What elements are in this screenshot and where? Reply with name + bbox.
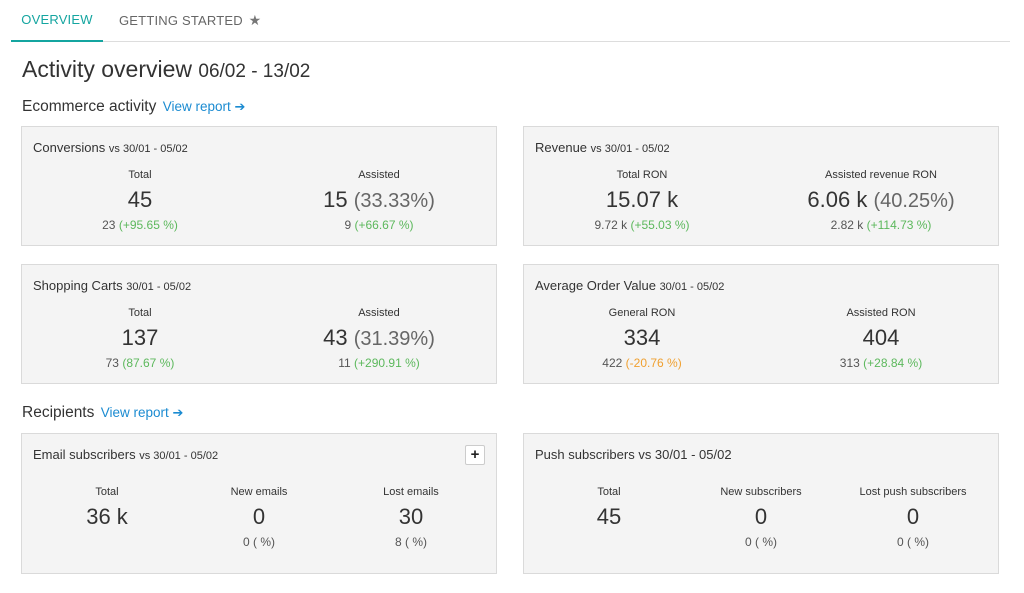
metric-label: New subscribers bbox=[720, 486, 802, 498]
tab-bar: OVERVIEW GETTING STARTED ★ bbox=[11, 0, 1010, 42]
metric-label: General RON bbox=[608, 307, 676, 319]
metric-change: (87.67 %) bbox=[122, 356, 175, 370]
conversions-card: Conversions vs 30/01 - 05/02 Total 45 23… bbox=[21, 126, 497, 246]
metric-label: Total bbox=[597, 486, 621, 498]
push-total-metric: Total 45 bbox=[549, 486, 669, 530]
metric-previous: 23 (+95.65 %) bbox=[102, 218, 178, 232]
metric-value: 0 bbox=[754, 504, 768, 529]
metric-value: 6.06 k (40.25%) bbox=[807, 187, 955, 212]
metric-label: Lost push subscribers bbox=[859, 486, 967, 498]
metric-value: 334 bbox=[623, 325, 661, 350]
email-new-metric: New emails 0 0 ( %) bbox=[199, 486, 319, 549]
metric-label: Total bbox=[128, 307, 152, 319]
recipients-title-text: Recipients bbox=[22, 404, 95, 421]
metric-value: 36 k bbox=[86, 504, 128, 529]
recipients-section-title: Recipients View report ➔ bbox=[22, 404, 183, 422]
metric-previous: 73 (87.67 %) bbox=[105, 356, 175, 370]
conversions-assisted-metric: Assisted 15 (33.33%) 9 (+66.67 %) bbox=[279, 169, 479, 232]
metric-label: New emails bbox=[230, 486, 288, 498]
metric-value: 45 bbox=[127, 187, 153, 212]
tab-overview[interactable]: OVERVIEW bbox=[11, 0, 103, 42]
metric-previous: 9.72 k (+55.03 %) bbox=[594, 218, 690, 232]
carts-total-metric: Total 137 73 (87.67 %) bbox=[40, 307, 240, 370]
metric-change: (+95.65 %) bbox=[118, 218, 178, 232]
revenue-assisted-metric: Assisted revenue RON 6.06 k (40.25%) 2.8… bbox=[781, 169, 981, 232]
metric-value: 43 (31.39%) bbox=[323, 325, 435, 350]
tab-getting-started[interactable]: GETTING STARTED ★ bbox=[119, 0, 261, 42]
average-order-value-card: Average Order Value 30/01 - 05/02 Genera… bbox=[523, 264, 999, 384]
metric-label: Assisted revenue RON bbox=[825, 169, 937, 181]
metric-previous: 313 (+28.84 %) bbox=[839, 356, 923, 370]
star-icon: ★ bbox=[248, 12, 262, 28]
shopping-carts-card: Shopping Carts 30/01 - 05/02 Total 137 7… bbox=[21, 264, 497, 384]
metric-previous: 0 ( %) bbox=[896, 535, 929, 549]
metric-previous: 0 ( %) bbox=[242, 535, 275, 549]
metric-value: 404 bbox=[862, 325, 900, 350]
ecommerce-title-text: Ecommerce activity bbox=[22, 98, 157, 115]
aov-general-metric: General RON 334 422 (-20.76 %) bbox=[542, 307, 742, 370]
email-subscribers-card: Email subscribers vs 30/01 - 05/02 + Tot… bbox=[21, 433, 497, 574]
metric-change: (+290.91 %) bbox=[354, 356, 420, 370]
metric-change: (+28.84 %) bbox=[863, 356, 923, 370]
metric-value: 45 bbox=[596, 504, 622, 529]
metric-value: 30 bbox=[398, 504, 424, 529]
metric-label: Assisted RON bbox=[846, 307, 916, 319]
email-total-metric: Total 36 k bbox=[47, 486, 167, 530]
push-subscribers-card-title: Push subscribers vs 30/01 - 05/02 bbox=[535, 447, 732, 462]
tab-getting-started-label: GETTING STARTED bbox=[119, 13, 243, 28]
metric-change: (-20.76 %) bbox=[625, 356, 682, 370]
metric-previous: 11 (+290.91 %) bbox=[338, 356, 420, 370]
push-new-metric: New subscribers 0 0 ( %) bbox=[701, 486, 821, 549]
conversions-total-metric: Total 45 23 (+95.65 %) bbox=[40, 169, 240, 232]
arrow-right-icon: ➔ bbox=[172, 405, 184, 420]
page-title: Activity overview 06/02 - 13/02 bbox=[22, 56, 310, 83]
metric-label: Total bbox=[95, 486, 119, 498]
metric-value: 15 (33.33%) bbox=[323, 187, 435, 212]
metric-value: 15.07 k bbox=[605, 187, 679, 212]
metric-label: Lost emails bbox=[383, 486, 439, 498]
metric-previous: 422 (-20.76 %) bbox=[602, 356, 682, 370]
average-order-value-card-title: Average Order Value 30/01 - 05/02 bbox=[535, 278, 725, 293]
aov-assisted-metric: Assisted RON 404 313 (+28.84 %) bbox=[781, 307, 981, 370]
metric-label: Assisted bbox=[358, 169, 400, 181]
metric-change: (+55.03 %) bbox=[630, 218, 690, 232]
ecommerce-section-title: Ecommerce activity View report ➔ bbox=[22, 98, 245, 116]
metric-value: 0 bbox=[252, 504, 266, 529]
conversions-card-title: Conversions vs 30/01 - 05/02 bbox=[33, 140, 188, 155]
revenue-card-title: Revenue vs 30/01 - 05/02 bbox=[535, 140, 670, 155]
add-button[interactable]: + bbox=[465, 445, 485, 465]
email-lost-metric: Lost emails 30 8 ( %) bbox=[351, 486, 471, 549]
metric-value: 0 bbox=[906, 504, 920, 529]
push-lost-metric: Lost push subscribers 0 0 ( %) bbox=[833, 486, 993, 549]
shopping-carts-card-title: Shopping Carts 30/01 - 05/02 bbox=[33, 278, 192, 293]
recipients-view-report-link[interactable]: View report ➔ bbox=[100, 405, 184, 420]
carts-assisted-metric: Assisted 43 (31.39%) 11 (+290.91 %) bbox=[279, 307, 479, 370]
metric-change: (+114.73 %) bbox=[866, 218, 932, 232]
metric-label: Total bbox=[128, 169, 152, 181]
metric-previous: 2.82 k (+114.73 %) bbox=[830, 218, 932, 232]
metric-previous: 0 ( %) bbox=[744, 535, 777, 549]
ecommerce-view-report-link[interactable]: View report ➔ bbox=[162, 99, 246, 114]
revenue-card: Revenue vs 30/01 - 05/02 Total RON 15.07… bbox=[523, 126, 999, 246]
email-subscribers-card-title: Email subscribers vs 30/01 - 05/02 bbox=[33, 447, 219, 462]
arrow-right-icon: ➔ bbox=[234, 99, 246, 114]
page-date-range: 06/02 - 13/02 bbox=[198, 61, 311, 82]
metric-label: Total RON bbox=[616, 169, 668, 181]
push-subscribers-card: Push subscribers vs 30/01 - 05/02 Total … bbox=[523, 433, 999, 574]
page-title-text: Activity overview bbox=[22, 56, 192, 82]
metric-change: (+66.67 %) bbox=[354, 218, 414, 232]
plus-icon: + bbox=[470, 446, 480, 463]
metric-value: 137 bbox=[121, 325, 159, 350]
metric-previous: 9 (+66.67 %) bbox=[344, 218, 414, 232]
tab-overview-label: OVERVIEW bbox=[21, 12, 93, 27]
revenue-total-metric: Total RON 15.07 k 9.72 k (+55.03 %) bbox=[542, 169, 742, 232]
metric-previous: 8 ( %) bbox=[394, 535, 427, 549]
metric-label: Assisted bbox=[358, 307, 400, 319]
